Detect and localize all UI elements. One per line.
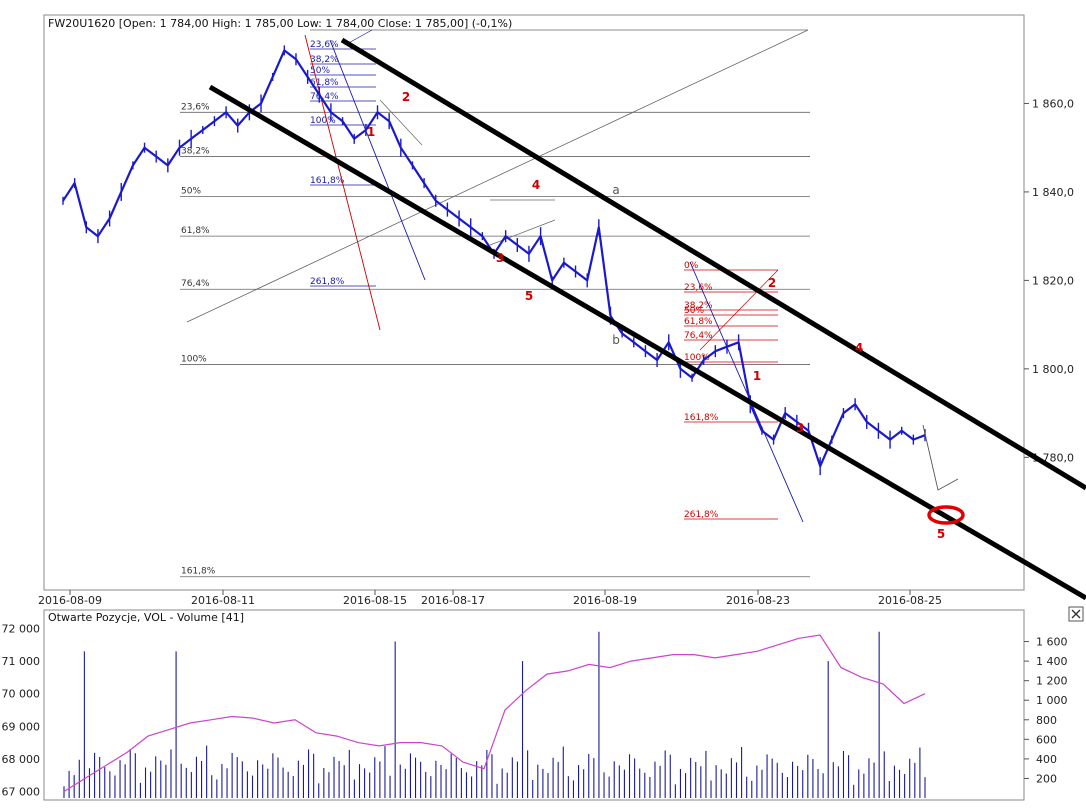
fib-red-label: 61,8% xyxy=(684,317,713,327)
volume-left-tick: 69 000 xyxy=(2,720,41,733)
volume-chart-title: Otwarte Pozycje, VOL - Volume [41] xyxy=(48,611,244,624)
trend-channel xyxy=(208,37,1086,601)
fib-small-label: 38,2% xyxy=(310,55,339,65)
small-channel-line xyxy=(489,219,556,246)
volume-right-tick: 1 200 xyxy=(1036,675,1068,688)
volume-right-tick: 800 xyxy=(1036,714,1057,727)
x-tick-label: 2016-08-17 xyxy=(421,594,485,607)
volume-right-tick: 400 xyxy=(1036,753,1057,766)
x-tick-label: 2016-08-11 xyxy=(191,594,255,607)
small-channel-line xyxy=(379,99,423,146)
wave-label: 1 xyxy=(367,125,375,139)
wave-label: 1 xyxy=(753,369,761,383)
fib-small-label: 161,8% xyxy=(310,176,345,186)
close-button[interactable] xyxy=(1068,606,1084,622)
y-tick-label: 1 860,0 xyxy=(1032,97,1074,110)
open-interest-path xyxy=(63,634,926,793)
fib-small-label: 261,8% xyxy=(310,277,345,287)
fib-red-label: 261,8% xyxy=(684,510,719,520)
fib-red-label: 100% xyxy=(684,353,710,363)
fib-small-label: 100% xyxy=(310,116,336,126)
fib-level-label: 23,6% xyxy=(181,102,210,112)
volume-right-tick: 1 000 xyxy=(1036,694,1068,707)
fib-small-label: 50% xyxy=(310,66,330,76)
fib-small-label: 23,6% xyxy=(310,40,339,50)
wave-label: 4 xyxy=(532,178,540,192)
close-icon xyxy=(1071,609,1081,619)
red-fan-line xyxy=(304,34,381,331)
volume-left-tick: 68 000 xyxy=(2,753,41,766)
price-y-axis: 1 860,01 840,01 820,01 800,01 780,0 xyxy=(1024,97,1074,464)
volume-left-tick: 71 000 xyxy=(2,655,41,668)
x-tick-label: 2016-08-09 xyxy=(38,594,102,607)
volume-right-tick: 1 600 xyxy=(1036,636,1068,649)
x-tick-label: 2016-08-23 xyxy=(726,594,790,607)
price-x-axis: 2016-08-09 2016-08-11 2016-08-15 2016-08-17… xyxy=(38,590,942,607)
wave-label: 5 xyxy=(937,527,945,541)
wave-labels: 1 2 3 4 5 1 2 3 4 5 a b xyxy=(367,90,945,541)
upper-channel-line xyxy=(340,37,1086,491)
volume-right-tick: 200 xyxy=(1036,772,1057,785)
fib-red-label: 50% xyxy=(684,306,704,316)
volume-panel-frame xyxy=(43,609,1025,801)
wave-label: 5 xyxy=(525,289,533,303)
price-panel-frame xyxy=(43,14,1025,591)
fib-red-label: 161,8% xyxy=(684,413,719,423)
volume-left-tick: 67 000 xyxy=(2,785,41,798)
wave-label: 3 xyxy=(796,421,804,435)
wave-label: 3 xyxy=(496,251,504,265)
wave-label-grey: b xyxy=(612,333,620,347)
volume-left-tick: 70 000 xyxy=(2,688,41,701)
target-ellipse xyxy=(927,505,965,525)
fib-red-label: 38,2% xyxy=(684,301,713,311)
volume-left-tick: 72 000 xyxy=(2,623,41,636)
price-chart-title: FW20U1620 [Open: 1 784,00 High: 1 785,00… xyxy=(48,17,512,30)
fibonacci-layer: 23,6%38,2%50%61,8%76,4%100%161,8%23,6%38… xyxy=(180,29,810,578)
wave-label: 4 xyxy=(855,341,863,355)
fib-level-label: 76,4% xyxy=(181,279,210,289)
wave-label: 2 xyxy=(402,90,410,104)
x-tick-label: 2016-08-25 xyxy=(878,594,942,607)
projection-arrow xyxy=(922,424,959,491)
fib-small-label: 61,8% xyxy=(310,78,339,88)
fib-red-label: 23,6% xyxy=(684,283,713,293)
fib-level-label: 100% xyxy=(181,354,207,364)
wave-label-grey: a xyxy=(612,183,619,197)
fib-level-label: 61,8% xyxy=(181,226,210,236)
y-tick-label: 1 820,0 xyxy=(1032,274,1074,287)
lower-channel-line xyxy=(208,84,1086,601)
fib-red-label: 76,4% xyxy=(684,331,713,341)
diagonal-trend-line xyxy=(186,29,809,323)
red-small-diagonal xyxy=(699,269,779,351)
y-tick-label: 1 800,0 xyxy=(1032,363,1074,376)
fib-level-label: 38,2% xyxy=(181,147,210,157)
open-interest-line xyxy=(63,634,926,793)
blue-fan-line-right xyxy=(689,261,804,523)
fib-small-label: 76,4% xyxy=(310,92,339,102)
volume-bars xyxy=(63,631,926,798)
blue-fan-line xyxy=(329,39,426,281)
y-tick-label: 1 840,0 xyxy=(1032,186,1074,199)
fib-level-label: 161,8% xyxy=(181,567,216,577)
wave-label: 2 xyxy=(768,276,776,290)
x-tick-label: 2016-08-15 xyxy=(343,594,407,607)
volume-right-tick: 1 400 xyxy=(1036,655,1068,668)
volume-right-tick: 600 xyxy=(1036,733,1057,746)
fib-level-label: 50% xyxy=(181,186,201,196)
x-tick-label: 2016-08-19 xyxy=(573,594,637,607)
volume-axes: 72 000 71 000 70 000 69 000 68 000 67 000 1 60… xyxy=(2,623,1068,799)
